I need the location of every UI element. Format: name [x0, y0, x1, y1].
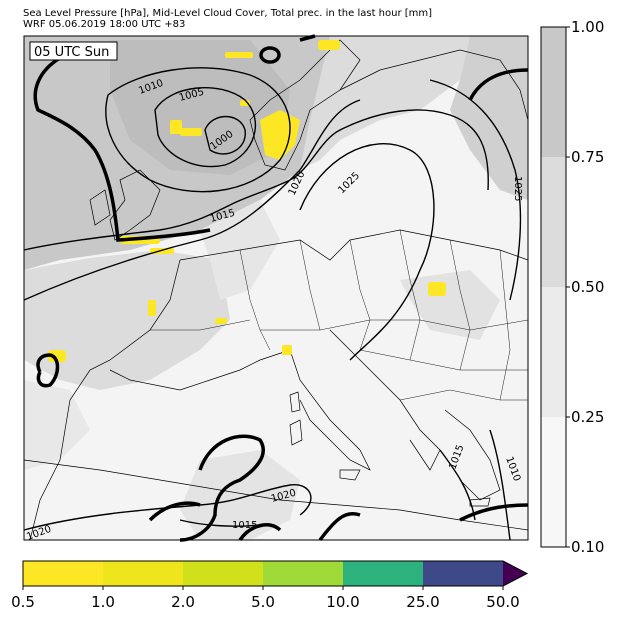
isobar-label: 1015 [232, 520, 257, 531]
precip-colorbar-segment [263, 561, 343, 586]
cloud-colorbar-segment [541, 417, 566, 547]
time-label-box: 05 UTC Sun [29, 41, 118, 61]
cloud-colorbar-tick: 1.00 [571, 18, 604, 36]
precip-colorbar-tick: 1.0 [91, 593, 115, 611]
precip-colorbar-segment [103, 561, 183, 586]
time-label: 05 UTC Sun [34, 45, 109, 60]
precip-colorbar-tick: 10.0 [326, 593, 359, 611]
precip-colorbar-tick: 2.0 [171, 593, 195, 611]
cloud-colorbar-tick: 0.25 [571, 408, 604, 426]
precip-colorbar-frame [22, 560, 529, 587]
cloud-cover-colorbar: 1.00 0.75 0.50 0.25 0.10 [540, 18, 604, 556]
chart-subtitle: WRF 05.06.2019 18:00 UTC +83 [23, 19, 186, 30]
cloud-colorbar-tick: 0.50 [571, 278, 604, 296]
precip-colorbar-tick: 0.5 [11, 593, 35, 611]
cloud-colorbar-segment [541, 287, 566, 417]
chart-title: Sea Level Pressure [hPa], Mid-Level Clou… [23, 8, 433, 19]
cloud-colorbar-tick: 0.10 [571, 538, 604, 556]
precip-colorbar-segment [343, 561, 423, 586]
isobar-label: 1025 [512, 176, 523, 201]
map-frame [23, 35, 529, 541]
cloud-colorbar-segment [541, 157, 566, 287]
reference-isobar-layer [33, 34, 529, 542]
precip-colorbar-segment [183, 561, 263, 586]
precip-colorbar-segment [423, 561, 503, 586]
precip-colorbar-extend-arrow [503, 561, 527, 586]
cloud-cover-layer [24, 36, 528, 540]
precip-colorbar-tick: 5.0 [251, 593, 275, 611]
precipitation-colorbar: 0.5 1.0 2.0 5.0 10.0 25.0 50.0 [11, 560, 529, 611]
map-panel: 1010 1005 1000 1015 1020 1025 1025 1020 … [23, 34, 529, 543]
borders-layer [150, 229, 529, 401]
precip-colorbar-tick: 25.0 [406, 593, 439, 611]
cloud-colorbar-segment [541, 27, 566, 157]
cloud-colorbar-tick: 0.75 [571, 148, 604, 166]
isobar-layer [23, 67, 522, 541]
precip-colorbar-segment [23, 561, 103, 586]
precip-colorbar-tick: 50.0 [486, 593, 519, 611]
